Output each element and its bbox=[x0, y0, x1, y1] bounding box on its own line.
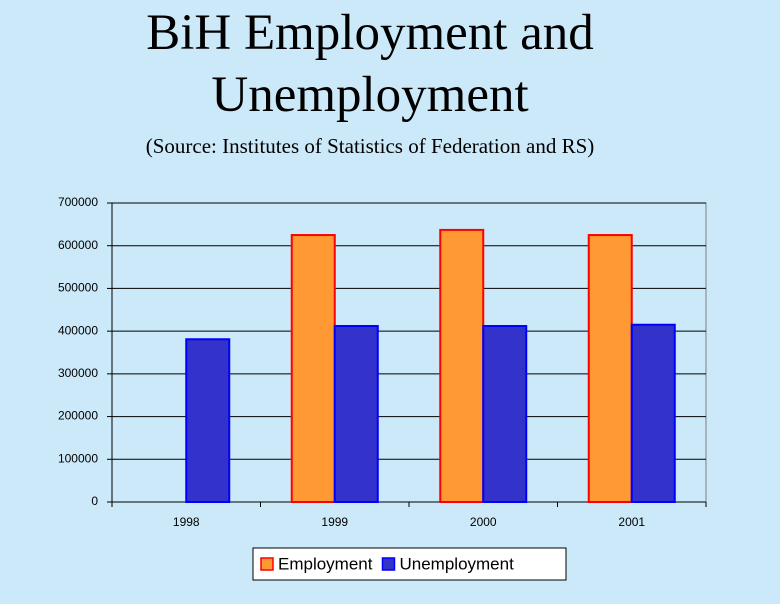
legend-label: Unemployment bbox=[399, 554, 514, 573]
y-tick-label: 200000 bbox=[58, 409, 98, 423]
bar bbox=[290, 234, 336, 504]
y-tick-label: 300000 bbox=[58, 366, 98, 380]
bar bbox=[482, 325, 528, 504]
bar bbox=[185, 338, 231, 503]
x-tick-label: 2001 bbox=[618, 515, 645, 529]
y-tick-label: 100000 bbox=[58, 451, 98, 465]
y-tick-label: 600000 bbox=[58, 238, 98, 252]
chart-subtitle: (Source: Institutes of Statistics of Fed… bbox=[145, 134, 595, 158]
x-tick-label: 1999 bbox=[321, 515, 348, 529]
chart-title: BiH Employment and Unemployment bbox=[146, 5, 594, 123]
legend-swatch bbox=[381, 557, 396, 571]
y-tick-label: 700000 bbox=[58, 195, 98, 209]
y-tick-label: 0 bbox=[91, 494, 98, 508]
bar bbox=[333, 325, 379, 504]
bar bbox=[630, 323, 676, 503]
x-tick-label: 2000 bbox=[470, 515, 497, 529]
legend-label: Employment bbox=[278, 554, 373, 573]
x-tick-label: 1998 bbox=[173, 515, 200, 529]
bar bbox=[587, 234, 633, 504]
y-tick-label: 400000 bbox=[58, 323, 98, 337]
y-tick-label: 500000 bbox=[58, 281, 98, 295]
bar bbox=[439, 228, 485, 503]
legend-box bbox=[252, 547, 567, 581]
legend-swatch bbox=[260, 557, 274, 571]
